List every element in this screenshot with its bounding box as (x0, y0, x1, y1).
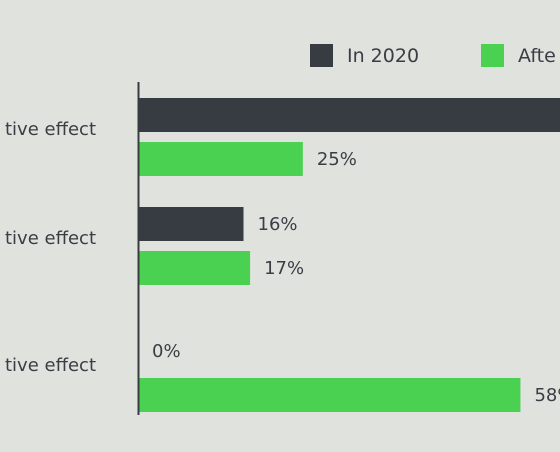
value-label-1-1: 17% (264, 258, 304, 279)
legend-swatch-1 (481, 44, 504, 67)
legend-label-1: Afte (518, 45, 556, 67)
bar-1-0 (138, 142, 303, 176)
category-label-1: tive effect (5, 228, 96, 249)
bar-0-1 (138, 207, 244, 241)
legend: In 2020 Afte (310, 44, 556, 67)
bar-1-1 (138, 251, 251, 285)
bar-0-0 (138, 98, 560, 132)
bars: 25% 16% 17% 0% 58% (138, 98, 560, 412)
legend-swatch-0 (310, 44, 333, 67)
legend-label-0: In 2020 (347, 45, 419, 67)
category-labels: tive effect tive effect tive effect (5, 119, 96, 376)
category-label-0: tive effect (5, 119, 96, 140)
value-label-1-0: 25% (317, 149, 357, 170)
value-label-1-2: 58% (534, 385, 560, 406)
value-label-0-1: 16% (258, 214, 298, 235)
category-label-2: tive effect (5, 355, 96, 376)
value-label-0-2: 0% (152, 341, 181, 362)
bar-1-2 (138, 378, 521, 412)
